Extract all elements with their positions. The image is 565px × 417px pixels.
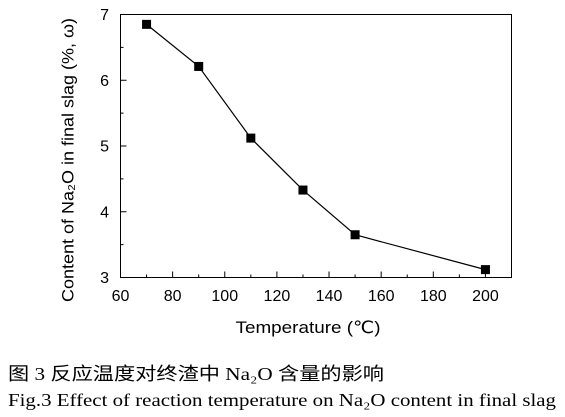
- y-axis-label: Content of Na₂O in final slag (%, ω): [59, 18, 78, 302]
- y-tick-label: 4: [100, 204, 109, 221]
- y-tick-label: 5: [100, 139, 109, 156]
- x-tick-label: 100: [211, 288, 238, 305]
- x-tick-label: 200: [472, 288, 499, 305]
- data-markers: [142, 19, 490, 275]
- caption-chinese: 图 3 反应温度对终渣中 Na₂O 含量的影响: [8, 364, 384, 384]
- x-tick-label: 140: [316, 288, 343, 305]
- plot-frame: [120, 14, 512, 278]
- x-tick-label: 60: [112, 288, 130, 305]
- y-tick-label: 7: [100, 7, 109, 24]
- caption-english: Fig.3 Effect of reaction temperature on …: [8, 390, 556, 410]
- chart-plot-area: 60 80 100 120 140 160 180 200 3 4 5 6 7: [100, 7, 512, 305]
- x-tick-label: 160: [368, 288, 395, 305]
- series-line: [146, 23, 486, 271]
- y-tick-label: 3: [100, 270, 109, 287]
- data-point: [480, 265, 490, 275]
- x-tick-label: 180: [420, 288, 447, 305]
- data-point: [350, 230, 360, 240]
- axis-ticks: [120, 14, 486, 278]
- y-tick-label: 6: [100, 73, 109, 90]
- y-tick-labels: 3 4 5 6 7: [100, 7, 109, 287]
- data-point: [194, 61, 204, 71]
- x-tick-labels: 60 80 100 120 140 160 180 200: [112, 288, 499, 305]
- x-axis-label: Temperature (℃): [236, 318, 381, 337]
- x-tick-label: 120: [264, 288, 291, 305]
- x-tick-label: 80: [164, 288, 182, 305]
- data-point: [142, 19, 152, 29]
- data-point: [246, 133, 256, 143]
- data-point: [298, 185, 308, 195]
